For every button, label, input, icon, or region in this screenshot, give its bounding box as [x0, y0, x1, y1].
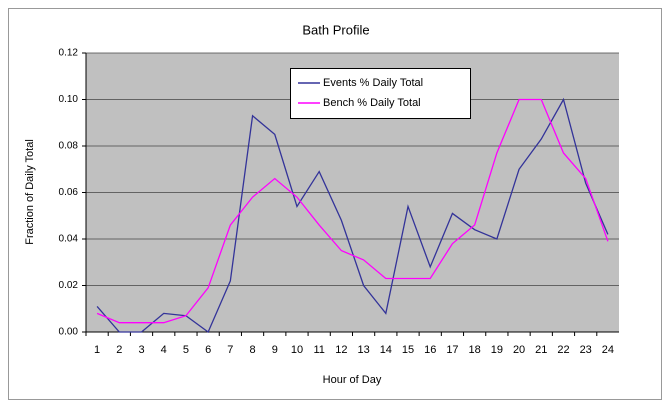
x-tick-label: 12 — [335, 344, 347, 356]
chart-title: Bath Profile — [302, 22, 369, 37]
y-tick-label: 0.06 — [59, 187, 79, 198]
y-tick-label: 0.08 — [59, 141, 79, 152]
legend — [290, 68, 471, 119]
x-tick-label: 20 — [513, 344, 525, 356]
x-tick-label: 7 — [227, 344, 233, 356]
x-tick-label: 14 — [380, 344, 392, 356]
x-tick-label: 10 — [291, 344, 303, 356]
x-tick-label: 23 — [580, 344, 592, 356]
series-line — [96, 98, 609, 324]
legend-label: Events % Daily Total — [323, 77, 423, 89]
x-tick-label: 19 — [491, 344, 503, 356]
x-tick-label: 8 — [250, 344, 256, 356]
x-tick-label: 18 — [469, 344, 481, 356]
x-tick-label: 4 — [161, 344, 167, 356]
x-tick-label: 15 — [402, 344, 414, 356]
x-tick-label: 13 — [357, 344, 369, 356]
x-tick-label: 16 — [424, 344, 436, 356]
y-tick-label: 0.12 — [59, 48, 79, 59]
x-tick-label: 21 — [535, 344, 547, 356]
y-axis-label: Fraction of Daily Total — [24, 139, 36, 245]
series-line — [96, 97, 609, 334]
x-axis-label: Hour of Day — [323, 374, 382, 386]
x-tick-label: 11 — [313, 344, 324, 356]
x-tick-label: 9 — [272, 344, 278, 356]
x-tick-label: 6 — [205, 344, 211, 356]
y-tick-label: 0.00 — [59, 327, 79, 338]
legend-label: Bench % Daily Total — [323, 97, 421, 109]
x-tick-label: 24 — [602, 344, 614, 356]
x-tick-label: 3 — [138, 344, 144, 356]
y-tick-label: 0.04 — [59, 234, 79, 245]
x-tick-label: 17 — [446, 344, 458, 356]
y-tick-label: 0.02 — [59, 280, 79, 291]
x-tick-label: 2 — [116, 344, 122, 356]
x-tick-label: 22 — [557, 344, 569, 356]
x-tick-label: 1 — [94, 344, 100, 356]
y-tick-label: 0.10 — [59, 94, 79, 105]
x-tick-label: 5 — [183, 344, 189, 356]
